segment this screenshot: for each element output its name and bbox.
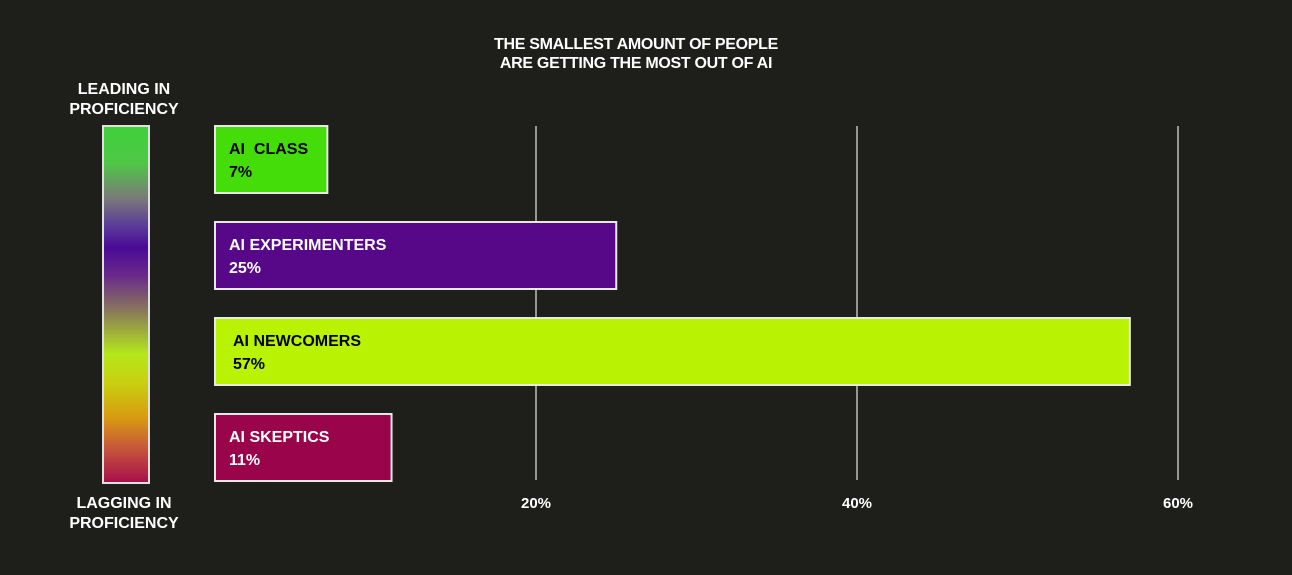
leading-label-line-1: LEADING IN: [77, 81, 171, 98]
x-tick-label: 40%: [842, 495, 872, 512]
x-tick-label: 60%: [1163, 495, 1193, 512]
bar-value-label: 11%: [229, 452, 260, 469]
bar-3: [214, 317, 1131, 386]
chart-title-line-1: THE SMALLEST AMOUNT OF PEOPLE: [493, 36, 779, 53]
bar-category-label: AI CLASS: [229, 141, 308, 158]
bar-value-label: 57%: [233, 356, 265, 373]
bar-category-label: AI EXPERIMENTERS: [229, 237, 387, 254]
proficiency-gradient-scale: [102, 125, 150, 484]
bar-value-label: 7%: [229, 164, 252, 181]
lagging-label-line-1: LAGGING IN: [76, 495, 172, 512]
leading-label-line-2: PROFICIENCY: [69, 101, 179, 118]
bar-1: [214, 125, 329, 194]
bar-category-label: AI SKEPTICS: [229, 429, 330, 446]
bar-category-label: AI NEWCOMERS: [233, 333, 361, 350]
bar-4: [214, 413, 393, 482]
x-tick-label: 20%: [521, 495, 551, 512]
bar-2: [214, 221, 618, 290]
lagging-label-line-2: PROFICIENCY: [69, 515, 179, 532]
chart-title-line-2: ARE GETTING THE MOST OUT OF AI: [499, 55, 773, 72]
bar-value-label: 25%: [229, 260, 261, 277]
